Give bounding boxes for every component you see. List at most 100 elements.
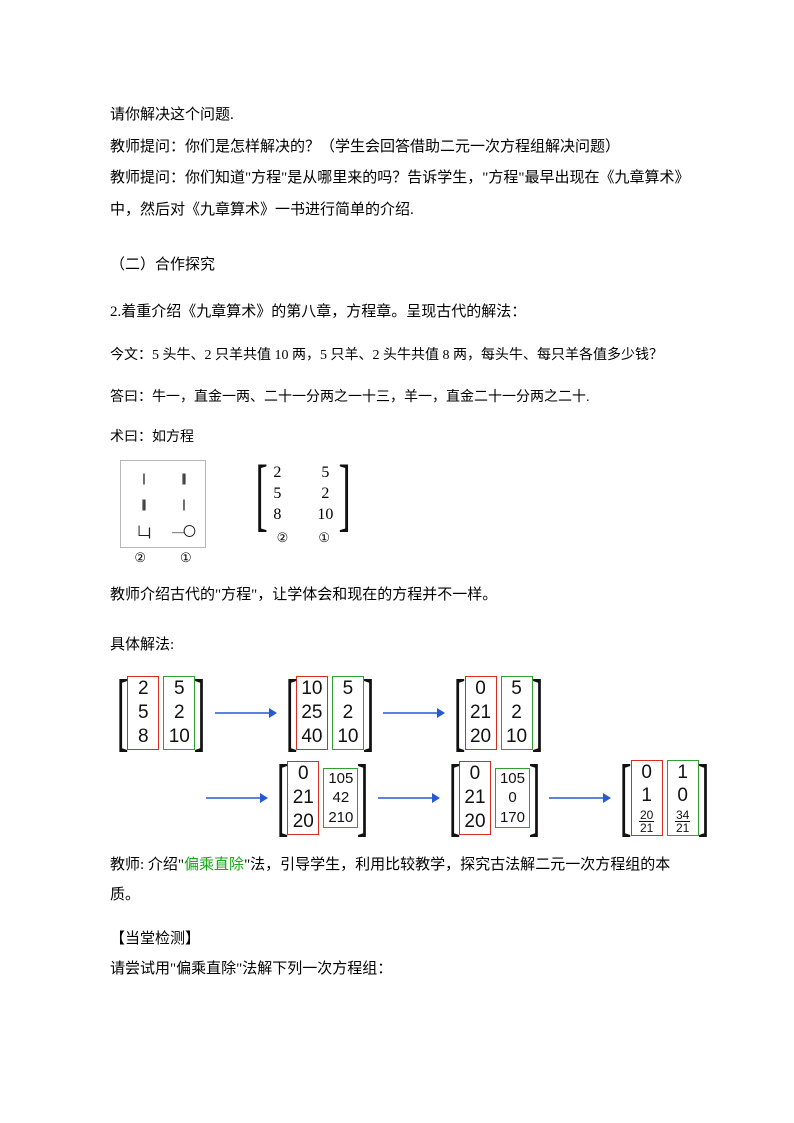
matrix-val: 10 bbox=[506, 726, 527, 748]
bracket-right-icon: ] bbox=[697, 764, 709, 831]
matrix-labels: ② ① bbox=[277, 530, 330, 546]
fraction: 2021 bbox=[639, 809, 654, 834]
arrow-right-icon bbox=[378, 792, 440, 804]
arrow-icon bbox=[209, 707, 283, 719]
matrix-val: 105 bbox=[328, 770, 353, 787]
arrow-right-icon bbox=[215, 707, 277, 719]
bracket-left-icon: [ bbox=[448, 764, 460, 831]
arrow-icon bbox=[372, 792, 446, 804]
matrix-val: 10 bbox=[337, 726, 358, 748]
matrix-column: 02120 bbox=[465, 676, 497, 750]
rod-numeral-grid: || ||||| ||||| || 𠃊|| —〇 bbox=[120, 460, 206, 548]
matrix-val: 0 bbox=[677, 785, 688, 807]
matrix-val: 170 bbox=[500, 809, 525, 826]
matrix-val: 21 bbox=[464, 787, 485, 809]
matrix-column: 258 bbox=[127, 676, 159, 750]
matrix-column: 5210 bbox=[163, 676, 195, 750]
rod-labels: ② ① bbox=[134, 550, 191, 566]
matrix-step: [1025405210] bbox=[287, 676, 374, 750]
matrix-val: 5 bbox=[273, 485, 281, 503]
matrix-step: [021205210] bbox=[455, 676, 542, 750]
matrix-val: 21 bbox=[293, 787, 314, 809]
matrix-val: 5 bbox=[174, 678, 185, 700]
text-part: 教师: 介绍" bbox=[110, 857, 184, 873]
bracket-right-icon: ] bbox=[529, 764, 541, 831]
matrix-val: 2 bbox=[174, 702, 185, 724]
matrix-val: 1 bbox=[641, 785, 652, 807]
modern-matrix-box: [ 2 5 8 5 2 10 ] ② ① bbox=[256, 460, 351, 546]
shuyue-label: 术曰：如方程 bbox=[110, 426, 684, 446]
paragraph-1: 请你解决这个问题. bbox=[110, 100, 684, 132]
bracket-left-icon: [ bbox=[285, 679, 297, 746]
matrix-val: 20 bbox=[293, 811, 314, 833]
matrix-step: [0212010542210] bbox=[278, 761, 368, 835]
matrix-val: 5 bbox=[511, 678, 522, 700]
matrix-val: 0 bbox=[298, 763, 309, 785]
teacher-note-2: 教师: 介绍"偏乘直除"法，引导学生，利用比较教学，探究古法解二元一次方程组的本… bbox=[110, 850, 684, 910]
bracket-right-icon: ] bbox=[363, 679, 375, 746]
ancient-rod-box: || ||||| ||||| || 𠃊|| —〇 ② ① bbox=[120, 460, 206, 566]
matrix-val: 0 bbox=[470, 763, 481, 785]
matrix-val: 2 bbox=[273, 464, 281, 482]
matrix-column: 102540 bbox=[296, 676, 328, 750]
matrix-column: 5210 bbox=[501, 676, 533, 750]
matrix-val: 10 bbox=[169, 726, 190, 748]
rod-cell: ||||| bbox=[141, 496, 144, 512]
arrow-right-icon bbox=[206, 792, 268, 804]
check-question: 请尝试用"偏乘直除"法解下列一次方程组： bbox=[110, 961, 392, 977]
matrix-val: 20 bbox=[470, 726, 491, 748]
paragraph-2: 教师提问：你们是怎样解决的？（学生会回答借助二元一次方程组解决问题） bbox=[110, 132, 684, 164]
matrix-step: [2585210] bbox=[118, 676, 205, 750]
matrix-val: 42 bbox=[332, 789, 349, 806]
matrix-val: 8 bbox=[273, 506, 281, 524]
bracket-left-icon: [ bbox=[117, 679, 129, 746]
matrix-step: [021201050170] bbox=[450, 761, 540, 835]
teacher-note-1: 教师介绍古代的"方程"，让学体会和现在的方程并不一样。 bbox=[110, 580, 684, 612]
bracket-left-icon: [ bbox=[256, 460, 268, 527]
rod-cell: || bbox=[182, 496, 183, 512]
arrow-icon bbox=[377, 707, 451, 719]
bracket-left-icon: [ bbox=[454, 679, 466, 746]
label-1: ① bbox=[180, 550, 192, 566]
bracket-left-icon: [ bbox=[277, 764, 289, 831]
matrix-val: 20 bbox=[464, 811, 485, 833]
matrix-val: 0 bbox=[475, 678, 486, 700]
solution-label: 具体解法: bbox=[110, 630, 684, 662]
matrix-val: 0 bbox=[641, 762, 652, 784]
matrix-val: 10 bbox=[317, 506, 333, 524]
arrow-right-icon bbox=[383, 707, 445, 719]
rod-cell: || bbox=[142, 470, 143, 486]
matrix-val: 8 bbox=[138, 726, 149, 748]
matrix-column: 103421 bbox=[667, 760, 699, 837]
fraction: 3421 bbox=[675, 809, 690, 834]
matrix: [ 2 5 8 5 2 10 ] bbox=[256, 460, 351, 528]
matrix-val: 2 bbox=[138, 678, 149, 700]
lesson-page: 请你解决这个问题. 教师提问：你们是怎样解决的？（学生会回答借助二元一次方程组解… bbox=[0, 0, 794, 1024]
section-2-intro: 2.着重介绍《九章算术》的第八章，方程章。呈现古代的解法： bbox=[110, 297, 684, 329]
matrix-val: 5 bbox=[321, 464, 329, 482]
matrix-column: 10542210 bbox=[323, 768, 358, 828]
matrix-val: 0 bbox=[508, 789, 516, 806]
matrix-val: 10 bbox=[301, 678, 322, 700]
matrix-column: 5210 bbox=[332, 676, 364, 750]
bracket-right-icon: ] bbox=[339, 460, 351, 527]
arrow-icon bbox=[200, 792, 274, 804]
matrix-val: 2 bbox=[511, 702, 522, 724]
bracket-right-icon: ] bbox=[357, 764, 369, 831]
arrow-icon bbox=[543, 792, 617, 804]
dayue-text: 答曰：牛一，直金一两、二十一分两之一十三，羊一，直金二十一分两之二十. bbox=[110, 384, 684, 412]
matrix-val: 105 bbox=[500, 770, 525, 787]
matrix-val: 21 bbox=[470, 702, 491, 724]
rod-cell: —〇 bbox=[172, 521, 194, 540]
ancient-matrix-row: || ||||| ||||| || 𠃊|| —〇 ② ① [ 2 5 8 bbox=[120, 460, 684, 566]
matrix-column: 02120 bbox=[459, 761, 491, 835]
highlighted-term: 偏乘直除 bbox=[184, 857, 244, 873]
arrow-right-icon bbox=[549, 792, 611, 804]
matrix-col-2: 5 2 10 bbox=[311, 460, 339, 528]
matrix-col-1: 2 5 8 bbox=[267, 460, 287, 528]
matrix-column: 105 0 170 bbox=[495, 768, 530, 828]
matrix-val: 2 bbox=[343, 702, 354, 724]
bracket-right-icon: ] bbox=[194, 679, 206, 746]
label-2: ② bbox=[277, 530, 289, 546]
matrix-column: 02120 bbox=[287, 761, 319, 835]
